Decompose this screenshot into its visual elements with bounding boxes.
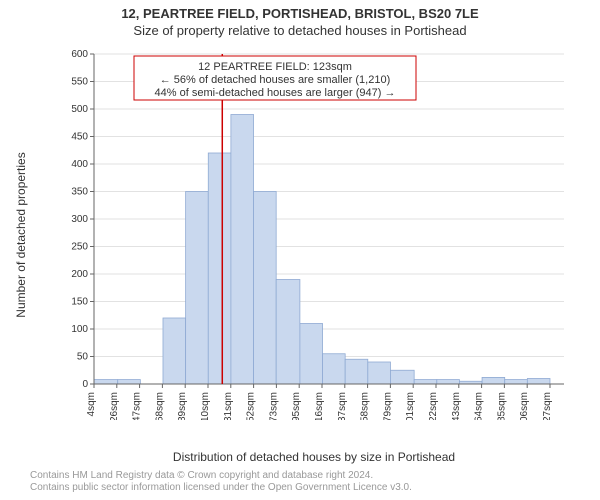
svg-text:258sqm: 258sqm [360, 392, 371, 420]
svg-text:150: 150 [71, 297, 88, 308]
svg-text:550: 550 [71, 77, 88, 88]
chart-container: 12, PEARTREE FIELD, PORTISHEAD, BRISTOL,… [0, 0, 600, 500]
svg-text:450: 450 [71, 132, 88, 143]
svg-text:385sqm: 385sqm [496, 392, 507, 420]
svg-text:600: 600 [71, 50, 88, 60]
svg-text:89sqm: 89sqm [177, 392, 188, 420]
svg-text:0: 0 [82, 379, 88, 390]
svg-text:26sqm: 26sqm [109, 392, 120, 420]
svg-text:279sqm: 279sqm [382, 392, 393, 420]
svg-text:322sqm: 322sqm [428, 392, 439, 420]
svg-text:301sqm: 301sqm [405, 392, 416, 420]
y-axis-label: Number of detached properties [14, 50, 28, 420]
svg-text:343sqm: 343sqm [451, 392, 462, 420]
svg-text:216sqm: 216sqm [314, 392, 325, 420]
svg-text:200: 200 [71, 269, 88, 280]
chart-title-address: 12, PEARTREE FIELD, PORTISHEAD, BRISTOL,… [0, 0, 600, 21]
svg-text:50: 50 [77, 352, 89, 363]
footer-line1: Contains HM Land Registry data © Crown c… [30, 470, 412, 482]
svg-text:364sqm: 364sqm [474, 392, 485, 420]
svg-text:110sqm: 110sqm [200, 392, 211, 420]
chart-footer: Contains HM Land Registry data © Crown c… [30, 470, 412, 494]
svg-text:173sqm: 173sqm [268, 392, 279, 420]
svg-text:44% of semi-detached houses ar: 44% of semi-detached houses are larger (… [155, 87, 396, 99]
svg-text:131sqm: 131sqm [223, 392, 234, 420]
svg-text:← 56% of detached houses are s: ← 56% of detached houses are smaller (1,… [160, 74, 391, 86]
chart-subtitle: Size of property relative to detached ho… [0, 21, 600, 38]
footer-line2: Contains public sector information licen… [30, 482, 412, 494]
histogram-svg: 0 50 100 150 200 250 300 350 400 450 500 550 600 4sqm… [54, 50, 574, 420]
svg-text:300: 300 [71, 214, 88, 225]
svg-text:152sqm: 152sqm [246, 392, 257, 420]
svg-text:68sqm: 68sqm [154, 392, 165, 420]
svg-text:500: 500 [71, 104, 88, 115]
chart-plot-area: 0 50 100 150 200 250 300 350 400 450 500 550 600 4sqm… [54, 50, 574, 420]
svg-text:4sqm: 4sqm [86, 392, 97, 416]
svg-text:427sqm: 427sqm [542, 392, 553, 420]
svg-text:350: 350 [71, 187, 88, 198]
svg-text:237sqm: 237sqm [337, 392, 348, 420]
svg-text:195sqm: 195sqm [291, 392, 302, 420]
svg-text:100: 100 [71, 324, 88, 335]
svg-text:250: 250 [71, 242, 88, 253]
svg-text:406sqm: 406sqm [519, 392, 530, 420]
x-axis-label: Distribution of detached houses by size … [54, 450, 574, 464]
svg-text:400: 400 [71, 159, 88, 170]
svg-text:12 PEARTREE FIELD: 123sqm: 12 PEARTREE FIELD: 123sqm [198, 61, 352, 73]
svg-text:47sqm: 47sqm [132, 392, 143, 420]
